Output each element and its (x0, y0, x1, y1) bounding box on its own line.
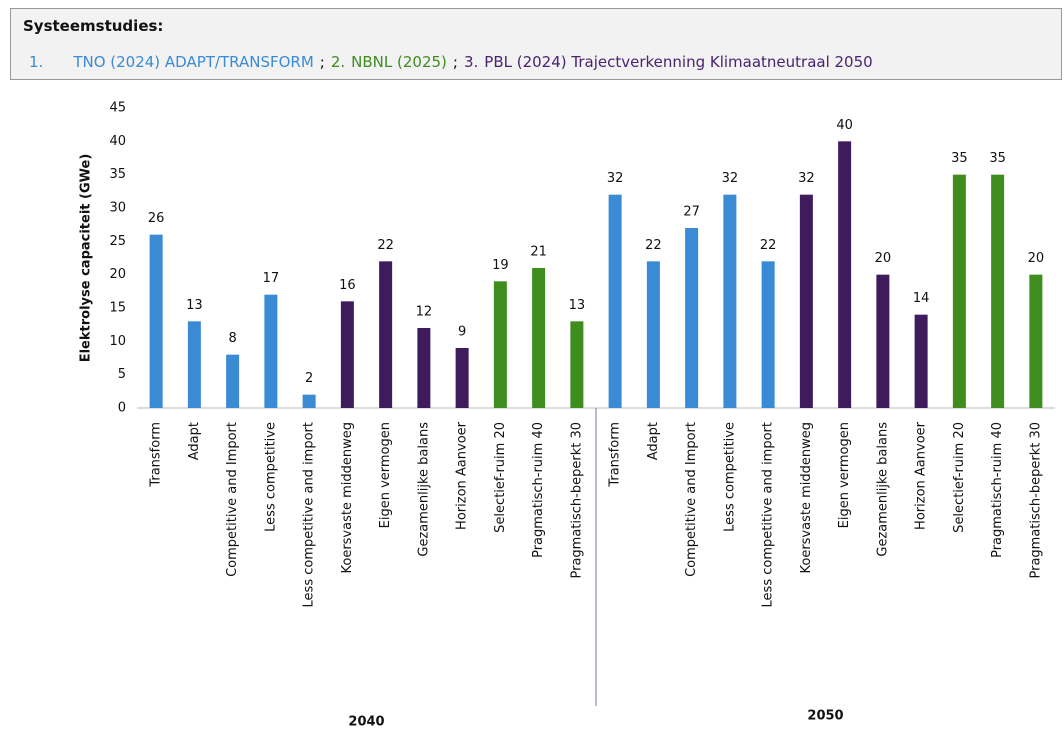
y-tick-label: 30 (109, 201, 126, 216)
source-text: TNO (2024) ADAPT/TRANSFORM (73, 53, 314, 71)
bar (685, 228, 699, 408)
x-tick-label: Selectief-ruim 20 (952, 422, 967, 533)
bar (952, 174, 966, 408)
y-tick-label: 15 (109, 301, 126, 316)
x-tick-label: Koersvaste middenweg (340, 422, 355, 574)
x-tick-label: Adapt (646, 422, 661, 460)
bar (187, 321, 201, 408)
data-label: 20 (875, 251, 892, 266)
bar (264, 294, 278, 408)
y-tick-label: 10 (109, 334, 126, 349)
data-label: 9 (458, 325, 466, 340)
data-label: 13 (569, 298, 586, 313)
bar (761, 261, 775, 408)
data-label: 17 (263, 271, 280, 286)
data-label: 35 (951, 151, 968, 166)
y-tick-label: 25 (109, 234, 126, 249)
data-label: 32 (798, 171, 815, 186)
data-label: 32 (607, 171, 624, 186)
x-tick-label: Competitive and Import (684, 422, 699, 577)
bar (379, 261, 393, 408)
sources: 1. TNO (2024) ADAPT/TRANSFORM; 2. NBNL (202… (29, 53, 873, 71)
x-tick-label: Pragmatisch-ruim 40 (990, 422, 1005, 558)
x-tick-label: Horizon Aanvoer (914, 421, 929, 530)
bar (991, 174, 1005, 408)
bar (417, 328, 431, 408)
x-tick-label: Transform (149, 422, 164, 488)
data-label: 22 (760, 238, 777, 253)
group-label: 2040 (348, 715, 384, 730)
x-tick-label: Pragmatisch-beperkt 30 (1028, 422, 1043, 579)
bar (149, 234, 163, 408)
data-label: 19 (492, 258, 509, 273)
bar (302, 394, 316, 408)
data-label: 12 (416, 305, 433, 320)
x-tick-label: Less competitive (263, 422, 278, 532)
x-tick-label: Less competitive and import (302, 422, 317, 607)
bar (226, 354, 240, 408)
y-tick-label: 40 (109, 134, 126, 149)
x-tick-label: Gezamenlijke balans (416, 422, 431, 557)
source-number: 3. (463, 53, 479, 71)
group-label: 2050 (807, 709, 843, 724)
bar (340, 301, 354, 408)
source-text: NBNL (2025) (351, 53, 447, 71)
y-tick-label: 20 (109, 267, 126, 282)
bar (493, 281, 507, 408)
bar (723, 194, 737, 408)
data-label: 20 (1028, 251, 1045, 266)
data-label: 16 (339, 278, 356, 293)
y-tick-label: 35 (109, 167, 126, 182)
x-tick-label: Less competitive and import (761, 422, 776, 607)
source-text: PBL (2024) Trajectverkenning Klimaatneut… (484, 53, 873, 71)
x-tick-label: Eigen vermogen (837, 422, 852, 528)
x-tick-label: Competitive and Import (225, 422, 240, 577)
source-number: 2. (330, 53, 346, 71)
x-tick-label: Gezamenlijke balans (875, 422, 890, 557)
bar (570, 321, 584, 408)
data-label: 26 (148, 211, 165, 226)
x-tick-label: Koersvaste middenweg (799, 422, 814, 574)
y-tick-label: 45 (109, 101, 126, 116)
data-label: 40 (836, 118, 853, 133)
bar (608, 194, 622, 408)
separator: ; (452, 53, 458, 71)
x-tick-label: Pragmatisch-beperkt 30 (569, 422, 584, 579)
data-label: 35 (989, 151, 1006, 166)
bar (838, 141, 852, 409)
y-axis-label: Elektrolyse capaciteit (GWe) (79, 154, 94, 363)
y-tick-label: 0 (118, 401, 126, 416)
bar (876, 274, 890, 408)
data-label: 14 (913, 291, 930, 306)
separator: ; (319, 53, 325, 71)
data-label: 8 (228, 331, 236, 346)
x-tick-label: Horizon Aanvoer (455, 421, 470, 530)
y-tick-label: 5 (118, 367, 126, 382)
x-tick-label: Less competitive (722, 422, 737, 532)
header-title: Systeemstudies: (23, 17, 164, 35)
data-label: 21 (530, 245, 547, 260)
bar (799, 194, 813, 408)
bar (914, 314, 928, 408)
data-label: 2 (305, 371, 313, 386)
data-label: 22 (645, 238, 662, 253)
x-tick-label: Selectief-ruim 20 (493, 422, 508, 533)
data-label: 22 (377, 238, 394, 253)
x-tick-label: Eigen vermogen (378, 422, 393, 528)
bar (455, 348, 469, 408)
bar (532, 268, 546, 408)
bar (1029, 274, 1043, 408)
bar (646, 261, 660, 408)
x-tick-label: Transform (608, 422, 623, 488)
x-tick-label: Adapt (187, 422, 202, 460)
data-label: 32 (722, 171, 739, 186)
data-label: 13 (186, 298, 203, 313)
header: Systeemstudies: 1. TNO (2024) ADAPT/TRANS… (10, 8, 1062, 80)
source-number: 1. (29, 53, 44, 71)
data-label: 27 (683, 205, 700, 220)
x-tick-label: Pragmatisch-ruim 40 (531, 422, 546, 558)
